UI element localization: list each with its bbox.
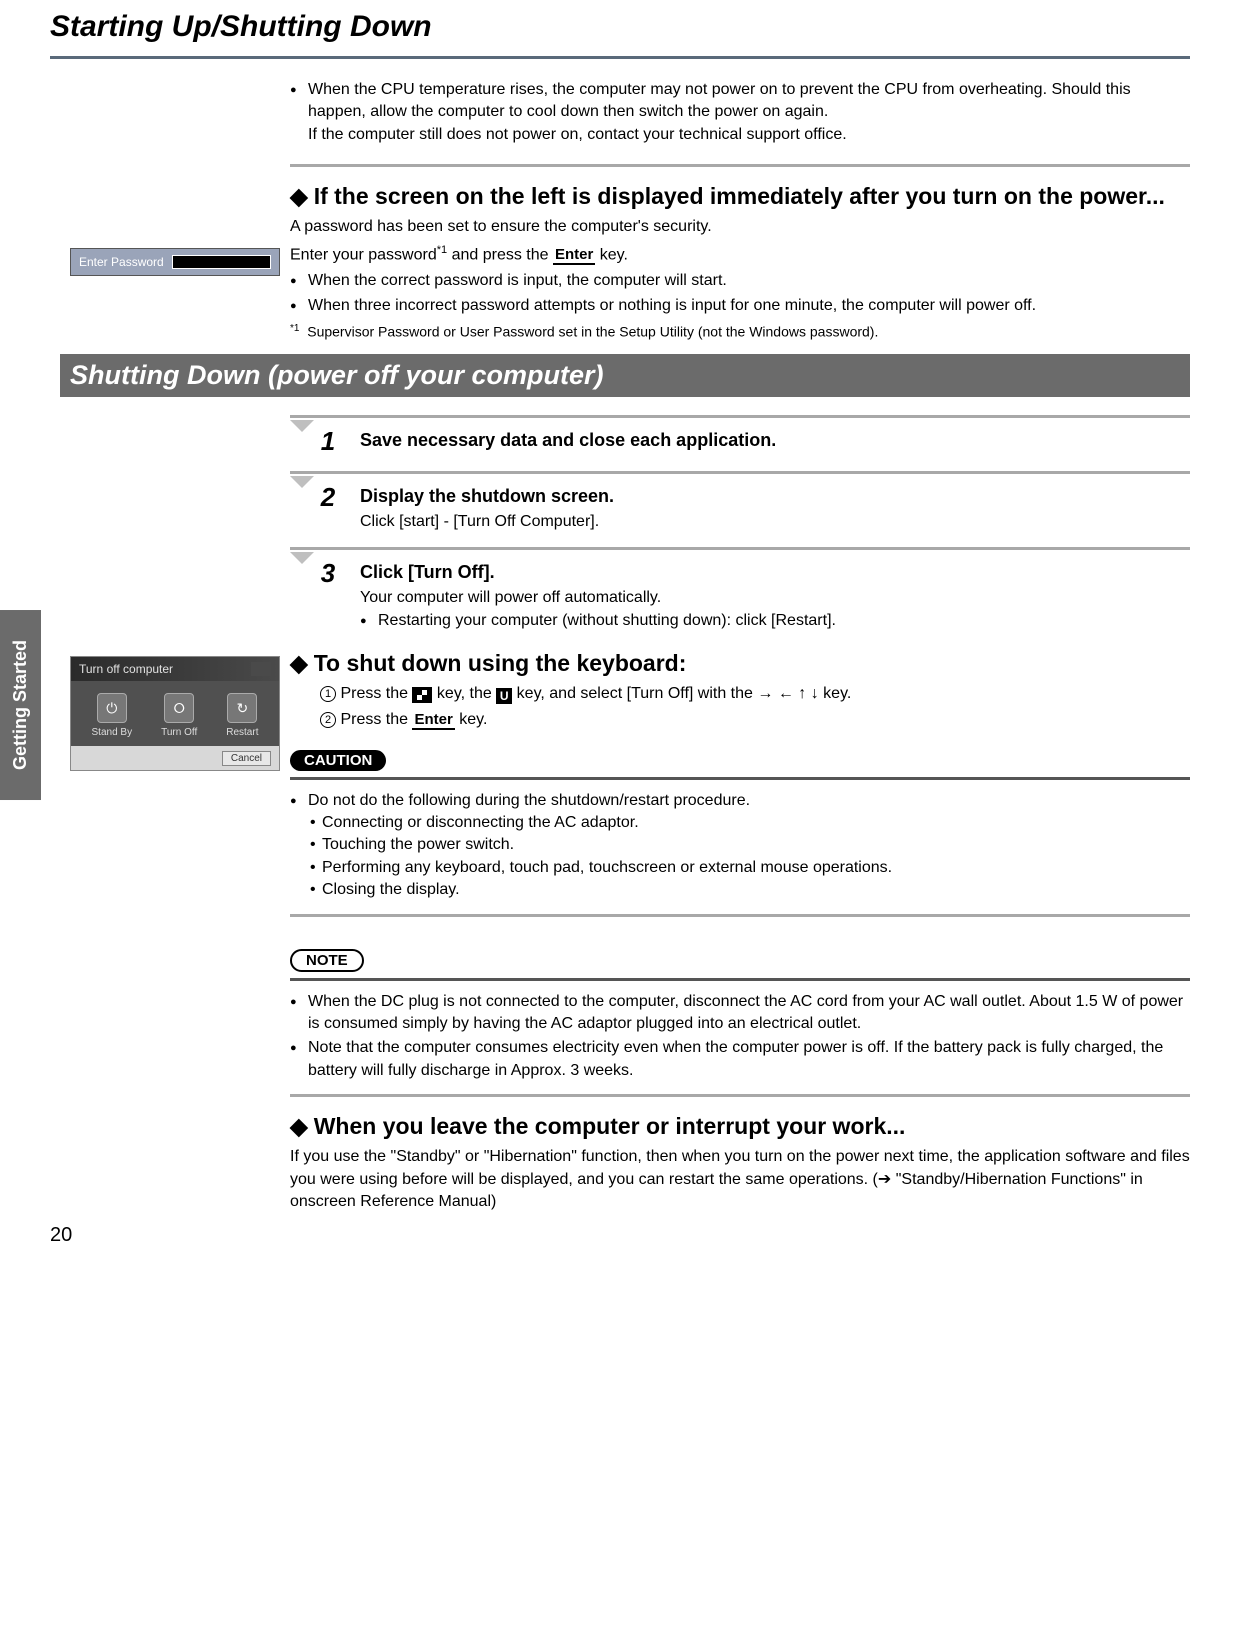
standby-icon: ⏻ bbox=[97, 693, 127, 723]
leave-heading: ◆ When you leave the computer or interru… bbox=[290, 1113, 1190, 1140]
kbd-heading: ◆ To shut down using the keyboard: bbox=[290, 650, 1190, 677]
restart-label: Restart bbox=[226, 727, 258, 738]
turnoff-option: ⭘ Turn Off bbox=[161, 693, 197, 738]
pw-b1: When the correct password is input, the … bbox=[308, 270, 1190, 292]
password-input-graphic bbox=[172, 255, 271, 269]
step-rule bbox=[290, 547, 1190, 550]
pw-bullets: When the correct password is input, the … bbox=[290, 270, 1190, 317]
diamond-icon: ◆ bbox=[290, 183, 308, 210]
step-1-title: Save necessary data and close each appli… bbox=[360, 430, 1190, 451]
note-list: When the DC plug is not connected to the… bbox=[290, 991, 1190, 1083]
page-number: 20 bbox=[50, 1224, 72, 1247]
kbd-line-2: 2 Press the Enter key. bbox=[320, 709, 1190, 731]
step-3: 3 Click [Turn Off]. Your computer will p… bbox=[290, 556, 1190, 634]
step-rule bbox=[290, 471, 1190, 474]
caution-rule bbox=[290, 777, 1190, 780]
caution-i4: Closing the display. bbox=[322, 879, 1190, 901]
caution-sublist: Connecting or disconnecting the AC adapt… bbox=[308, 812, 1190, 902]
leave-heading-text: When you leave the computer or interrupt… bbox=[314, 1113, 906, 1140]
standby-label: Stand By bbox=[92, 727, 133, 738]
standby-option: ⏻ Stand By bbox=[92, 693, 133, 738]
step-1: 1 Save necessary data and close each app… bbox=[290, 424, 1190, 457]
turnoff-label: Turn Off bbox=[161, 727, 197, 738]
circled-2-icon: 2 bbox=[320, 712, 336, 728]
circled-1-icon: 1 bbox=[320, 686, 336, 702]
pw-p1: A password has been set to ensure the co… bbox=[290, 216, 1190, 238]
pw-footnote: *1 Supervisor Password or User Password … bbox=[290, 323, 1190, 340]
step-2-text: Click [start] - [Turn Off Computer]. bbox=[360, 511, 1190, 533]
u-key-icon: U bbox=[496, 688, 512, 704]
restart-icon: ↻ bbox=[227, 693, 257, 723]
step-1-num: 1 bbox=[308, 426, 348, 457]
step-3-bullets: Restarting your computer (without shutti… bbox=[360, 610, 1190, 632]
step-2: 2 Display the shutdown screen. Click [st… bbox=[290, 480, 1190, 533]
caution-i2: Touching the power switch. bbox=[322, 834, 1190, 856]
restart-option: ↻ Restart bbox=[226, 693, 258, 738]
step-rule bbox=[290, 415, 1190, 418]
sidebar-tab: Getting Started bbox=[0, 610, 41, 800]
turnoff-screenshot: Turn off computer ⏻ Stand By ⭘ Turn Off … bbox=[70, 656, 280, 771]
turnoff-header: Turn off computer bbox=[79, 662, 173, 676]
divider bbox=[290, 164, 1190, 167]
divider bbox=[290, 1094, 1190, 1097]
password-label: Enter Password bbox=[79, 255, 164, 269]
step-3-title: Click [Turn Off]. bbox=[360, 562, 1190, 583]
caution-list: Do not do the following during the shutd… bbox=[290, 790, 1190, 902]
pw-heading: ◆ If the screen on the left is displayed… bbox=[290, 183, 1190, 210]
kbd-heading-text: To shut down using the keyboard: bbox=[314, 650, 687, 677]
intro-bullet-1: When the CPU temperature rises, the comp… bbox=[308, 79, 1190, 146]
title-rule bbox=[50, 56, 1190, 59]
pw-b2: When three incorrect password attempts o… bbox=[308, 295, 1190, 317]
page-title: Starting Up/Shutting Down bbox=[50, 10, 1190, 44]
note-b2: Note that the computer consumes electric… bbox=[308, 1037, 1190, 1082]
windows-key-icon bbox=[412, 687, 432, 703]
step-3-text1: Your computer will power off automatical… bbox=[360, 587, 1190, 609]
step-3-bullet: Restarting your computer (without shutti… bbox=[378, 610, 1190, 632]
caution-badge: CAUTION bbox=[290, 750, 386, 771]
diamond-icon: ◆ bbox=[290, 650, 308, 677]
step-2-title: Display the shutdown screen. bbox=[360, 486, 1190, 507]
arrow-icon: ➔ bbox=[878, 1171, 891, 1188]
caution-i1: Connecting or disconnecting the AC adapt… bbox=[322, 812, 1190, 834]
caution-i3: Performing any keyboard, touch pad, touc… bbox=[322, 857, 1190, 879]
step-3-num: 3 bbox=[308, 558, 348, 589]
pw-p2: Enter your password*1 and press the Ente… bbox=[290, 243, 1190, 267]
turnoff-icon: ⭘ bbox=[164, 693, 194, 723]
caution-lead: Do not do the following during the shutd… bbox=[308, 790, 1190, 902]
note-b1: When the DC plug is not connected to the… bbox=[308, 991, 1190, 1036]
step-2-num: 2 bbox=[308, 482, 348, 513]
password-screenshot: Enter Password bbox=[70, 248, 280, 276]
pw-heading-text: If the screen on the left is displayed i… bbox=[314, 183, 1165, 210]
cancel-button: Cancel bbox=[222, 751, 271, 766]
windows-flag-icon bbox=[251, 662, 271, 676]
intro-bullets: When the CPU temperature rises, the comp… bbox=[290, 79, 1190, 146]
note-badge: NOTE bbox=[290, 949, 364, 972]
shutdown-section-bar: Shutting Down (power off your computer) bbox=[60, 354, 1190, 397]
divider bbox=[290, 914, 1190, 917]
diamond-icon: ◆ bbox=[290, 1113, 308, 1140]
note-rule bbox=[290, 978, 1190, 981]
leave-paragraph: If you use the "Standby" or "Hibernation… bbox=[290, 1146, 1190, 1213]
arrow-keys-icon: → ← ↑ ↓ bbox=[757, 685, 818, 702]
kbd-line-1: 1 Press the key, the U key, and select [… bbox=[320, 683, 1190, 705]
